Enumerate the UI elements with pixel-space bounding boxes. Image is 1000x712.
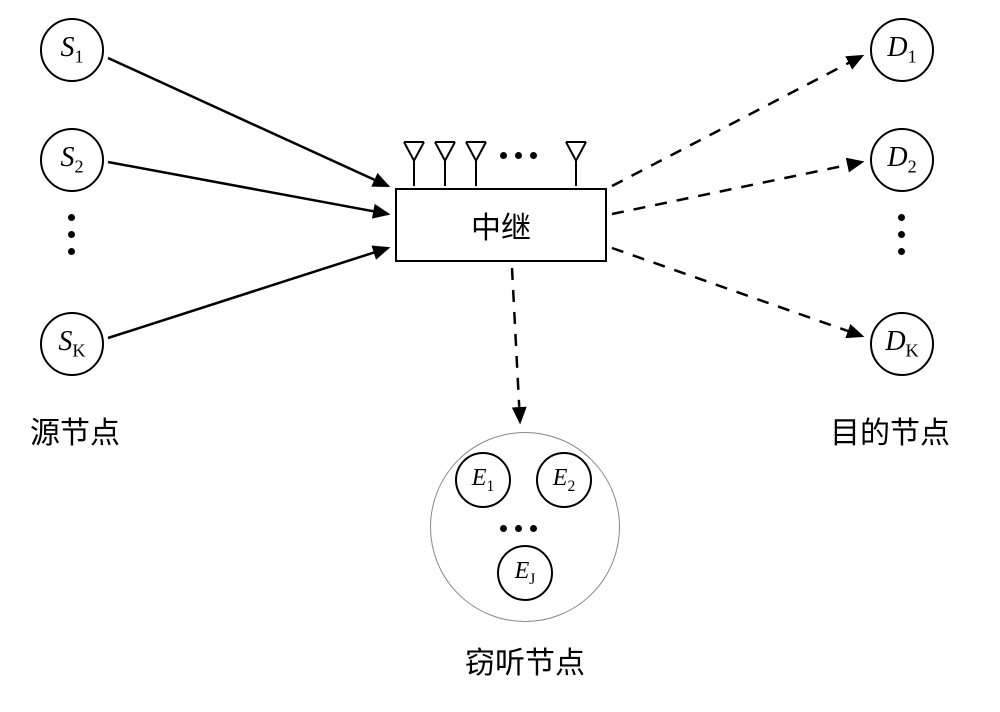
node-label: S1 [60, 34, 83, 66]
node-label: DK [885, 328, 918, 360]
solid-arrow [108, 248, 388, 338]
dest-node-d1: D1 [870, 18, 934, 82]
dot-icon [68, 231, 75, 238]
dot-icon [68, 248, 75, 255]
node-label: EJ [515, 559, 536, 587]
antenna-icon [564, 140, 588, 188]
solid-arrow [108, 162, 388, 214]
dot-icon [530, 152, 537, 159]
dot-icon [898, 248, 905, 255]
dot-icon [515, 152, 522, 159]
node-label: S2 [60, 144, 83, 176]
antenna-hdots [500, 152, 537, 159]
dot-icon [68, 214, 75, 221]
eaves-node-e2: E2 [536, 452, 592, 508]
dot-icon [898, 231, 905, 238]
dest-group-label: 目的节点 [830, 408, 950, 452]
dest-node-d2: D2 [870, 128, 934, 192]
source-node-sk: SK [40, 312, 104, 376]
source-group-label: 源节点 [30, 408, 120, 452]
dot-icon [500, 152, 507, 159]
eaves-node-e1: E1 [455, 452, 511, 508]
eaves-group-label: 窃听节点 [465, 638, 585, 682]
source-node-s1: S1 [40, 18, 104, 82]
dashed-arrow [612, 162, 862, 214]
dot-icon [515, 525, 522, 532]
dest-node-dk: DK [870, 312, 934, 376]
solid-arrow [108, 58, 388, 186]
node-label: D1 [887, 34, 916, 66]
source-node-s2: S2 [40, 128, 104, 192]
dot-icon [500, 525, 507, 532]
dashed-arrow [612, 56, 862, 186]
relay-box: 中继 [395, 188, 607, 262]
dashed-arrow [512, 268, 520, 422]
node-label: E2 [553, 466, 575, 494]
dashed-arrow [612, 248, 862, 336]
eaves-node-ej: EJ [497, 545, 553, 601]
node-label: SK [58, 328, 85, 360]
dot-icon [530, 525, 537, 532]
relay-label: 中继 [471, 203, 531, 247]
antenna-icon [402, 140, 426, 188]
eaves-hdots [500, 525, 537, 532]
antenna-icon [433, 140, 457, 188]
node-label: E1 [472, 466, 494, 494]
node-label: D2 [887, 144, 916, 176]
source-vdots [68, 214, 75, 255]
dot-icon [898, 214, 905, 221]
dest-vdots [898, 214, 905, 255]
diagram-canvas: S1 S2 SK D1 D2 DK [0, 0, 1000, 712]
antenna-icon [464, 140, 488, 188]
